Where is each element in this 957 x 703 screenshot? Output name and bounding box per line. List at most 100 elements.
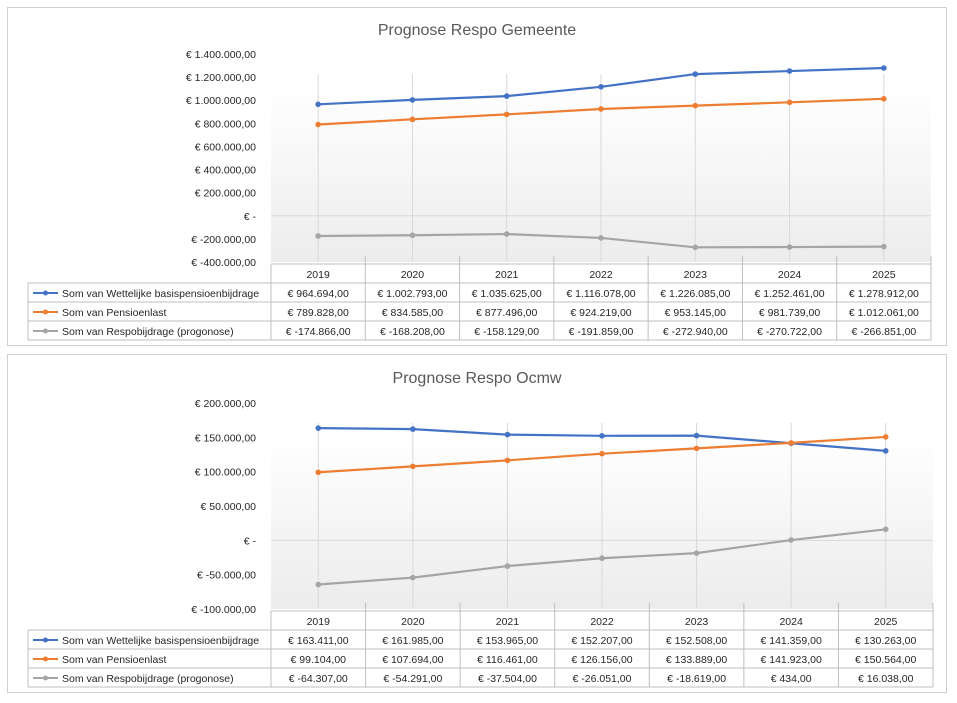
data-point	[409, 97, 416, 103]
data-point	[504, 457, 511, 464]
legend-series-name: Som van Wettelijke basispensioenbijdrage	[62, 288, 259, 300]
table-value-cell: € 161.985,00	[382, 635, 443, 647]
data-point	[692, 244, 699, 251]
table-value-cell: € 834.585,00	[382, 307, 443, 319]
legend-series-name: Som van Respobijdrage (progonose)	[62, 673, 234, 685]
y-tick-label: € -200.000,00	[191, 234, 256, 246]
data-point	[599, 450, 605, 457]
x-category-label: 2022	[589, 269, 613, 281]
y-tick-label: € 600.000,00	[195, 141, 256, 153]
data-point	[503, 111, 510, 118]
table-value-cell: € 107.694,00	[382, 654, 443, 666]
x-category-label: 2025	[872, 269, 896, 281]
x-category-label: 2020	[401, 616, 425, 628]
x-category-label: 2021	[496, 616, 520, 628]
chart-ocmw-svg: Prognose Respo Ocmw € 200.000,00 € 150.000…	[27, 370, 934, 688]
data-point	[410, 463, 416, 470]
data-point	[881, 96, 887, 102]
table-value-cell: € 1.252.461,00	[755, 288, 825, 300]
table-value-cell: € 1.012.061,00	[849, 307, 919, 319]
data-point	[409, 232, 416, 239]
table-value-cell: € 152.508,00	[666, 635, 727, 647]
table-value-cell: € 153.965,00	[477, 635, 538, 647]
table-value-cell: € 99.104,00	[291, 654, 347, 666]
x-category-label: 2019	[307, 616, 331, 628]
data-point	[786, 99, 793, 106]
y-tick-label: € 200.000,00	[195, 398, 256, 410]
table-value-cell: € 877.496,00	[476, 307, 537, 319]
x-category-label: 2023	[685, 616, 709, 628]
table-value-cell: € 130.263,00	[855, 635, 916, 647]
legend-series-name: Som van Wettelijke basispensioenbijdrage	[62, 635, 259, 647]
y-tick-label: € -	[244, 211, 257, 223]
table-value-cell: € -37.504,00	[478, 673, 537, 685]
table-value-cell: € 1.116.078,00	[566, 288, 635, 300]
table-value-cell: € 16.038,00	[858, 673, 914, 685]
data-point	[788, 537, 794, 543]
legend-key-marker	[43, 656, 48, 662]
x-category-label: 2022	[590, 616, 614, 628]
x-category-label: 2020	[401, 269, 425, 281]
data-point	[315, 101, 321, 108]
data-point	[315, 469, 322, 476]
data-point	[315, 121, 321, 128]
table-value-cell: € -26.051,00	[573, 673, 632, 685]
data-point	[598, 106, 604, 112]
chart-gemeente: Prognose Respo Gemeente € 1.400.000,00 € 1…	[7, 7, 947, 346]
chart-title: Prognose Respo Gemeente	[378, 22, 576, 39]
chart-gemeente-svg: Prognose Respo Gemeente € 1.400.000,00 € 1…	[27, 22, 932, 341]
y-tick-label: € 50.000,00	[201, 501, 257, 513]
table-value-cell: € -272.940,00	[663, 326, 728, 338]
y-tick-label: € 800.000,00	[195, 118, 256, 130]
legend-key-marker	[43, 328, 48, 334]
chart-ocmw: Prognose Respo Ocmw € 200.000,00 € 150.000…	[7, 354, 947, 693]
table-value-cell: € 163.411,00	[288, 635, 349, 647]
table-value-cell: € -270.722,00	[757, 326, 822, 338]
table-value-cell: € 789.828,00	[287, 307, 348, 319]
y-tick-label: € 400.000,00	[195, 165, 256, 177]
table-value-cell: € -266.851,00	[851, 326, 916, 338]
x-category-label: 2024	[778, 269, 802, 281]
table-value-cell: € -158.129,00	[474, 326, 539, 338]
table-value-cell: € 116.461,00	[477, 654, 538, 666]
data-point	[599, 433, 605, 439]
legend-key-marker	[43, 309, 48, 315]
data-point	[599, 555, 605, 562]
table-value-cell: € -64.307,00	[289, 673, 348, 685]
data-point	[786, 68, 793, 74]
x-category-label: 2024	[779, 616, 803, 628]
table-value-cell: € 1.226.085,00	[660, 288, 730, 300]
data-point	[881, 243, 887, 250]
x-category-label: 2025	[874, 616, 898, 628]
data-point	[315, 425, 322, 431]
x-category-label: 2019	[306, 269, 330, 281]
data-point	[410, 426, 416, 432]
y-tick-label: € 1.200.000,00	[186, 72, 256, 84]
data-point	[786, 244, 793, 250]
data-point	[693, 432, 700, 439]
data-point	[598, 84, 604, 90]
table-value-cell: € 953.145,00	[665, 307, 726, 319]
data-point	[315, 581, 322, 588]
legend-key-marker	[43, 637, 48, 643]
y-tick-label: € -	[244, 535, 257, 547]
table-value-cell: € 150.564,00	[855, 654, 916, 666]
data-point	[409, 116, 416, 123]
data-point	[693, 550, 700, 556]
table-value-cell: € 1.278.912,00	[849, 288, 919, 300]
data-point	[882, 448, 889, 454]
y-tick-label: € -100.000,00	[191, 604, 256, 616]
table-value-cell: € -168.208,00	[380, 326, 445, 338]
data-point	[788, 440, 794, 446]
table-value-cell: € 434,00	[771, 673, 812, 685]
table-value-cell: € 141.359,00	[760, 635, 821, 647]
chart-title: Prognose Respo Ocmw	[393, 370, 562, 387]
x-category-label: 2021	[495, 269, 519, 281]
data-point	[315, 233, 321, 239]
table-value-cell: € -18.619,00	[667, 673, 726, 685]
table-value-cell: € 1.002.793,00	[377, 288, 447, 300]
y-tick-label: € 1.400.000,00	[186, 49, 256, 61]
data-point	[504, 563, 511, 569]
table-value-cell: € 133.889,00	[666, 654, 727, 666]
data-point	[410, 574, 416, 581]
